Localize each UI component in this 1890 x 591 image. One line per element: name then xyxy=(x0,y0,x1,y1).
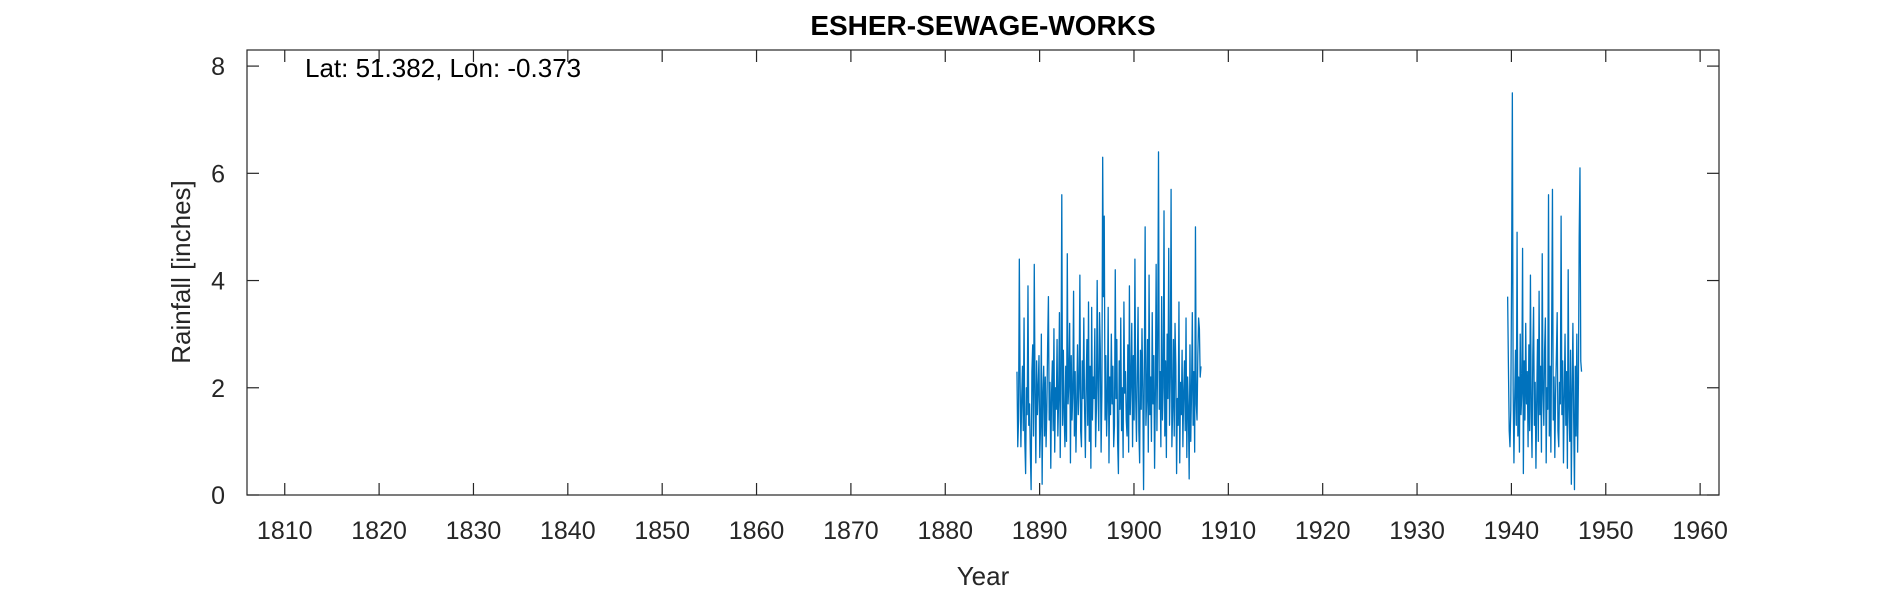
rainfall-series-line xyxy=(1016,151,1202,491)
x-tick-label: 1830 xyxy=(446,517,502,545)
y-tick-label: 0 xyxy=(211,482,225,510)
station-coordinates-annotation: Lat: 51.382, Lon: -0.373 xyxy=(305,53,581,83)
y-axis-label: Rainfall [inches] xyxy=(166,180,196,364)
x-tick-label: 1950 xyxy=(1578,517,1634,545)
x-tick-label: 1930 xyxy=(1389,517,1445,545)
rainfall-series-line xyxy=(1506,92,1583,491)
x-tick-label: 1960 xyxy=(1672,517,1728,545)
x-axis-label: Year xyxy=(957,561,1010,591)
chart-title: ESHER-SEWAGE-WORKS xyxy=(810,10,1155,41)
x-tick-label: 1890 xyxy=(1012,517,1068,545)
x-tick-label: 1910 xyxy=(1201,517,1257,545)
x-tick-label: 1920 xyxy=(1295,517,1351,545)
y-tick-label: 6 xyxy=(211,160,225,188)
x-tick-label: 1810 xyxy=(257,517,313,545)
x-tick-label: 1940 xyxy=(1484,517,1540,545)
x-tick-label: 1860 xyxy=(729,517,785,545)
x-tick-label: 1850 xyxy=(634,517,690,545)
plot-area xyxy=(246,49,1720,496)
x-tick-label: 1900 xyxy=(1106,517,1162,545)
y-tick-label: 4 xyxy=(211,268,225,296)
y-tick-labels: 0 2 4 6 8 xyxy=(211,53,225,510)
y-tick-label: 2 xyxy=(211,375,225,403)
axis-ticks xyxy=(247,50,1719,496)
x-tick-label: 1840 xyxy=(540,517,596,545)
x-tick-labels: 1810 1820 1830 1840 1850 1860 1870 1880 1890 1900… xyxy=(257,517,1728,545)
x-tick-label: 1820 xyxy=(351,517,407,545)
y-tick-label: 8 xyxy=(211,53,225,81)
x-tick-label: 1870 xyxy=(823,517,879,545)
x-tick-label: 1880 xyxy=(917,517,973,545)
series-group xyxy=(1016,92,1583,491)
